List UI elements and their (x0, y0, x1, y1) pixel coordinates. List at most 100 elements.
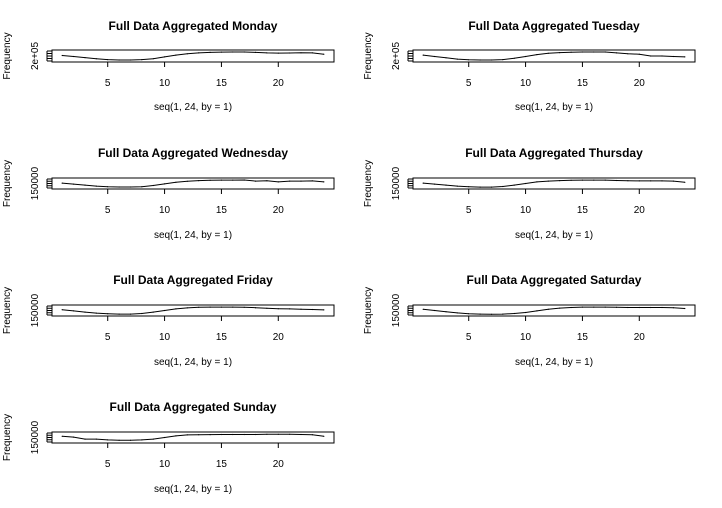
data-point (129, 186, 132, 188)
plot-frame (412, 177, 696, 190)
x-tick-label: 15 (577, 332, 589, 343)
data-point (672, 180, 675, 182)
data-point (323, 435, 325, 437)
x-axis-label: seq(1, 24, by = 1) (515, 102, 593, 113)
x-tick-label: 10 (520, 205, 532, 216)
x-tick-label: 5 (105, 332, 111, 343)
data-point (490, 59, 493, 61)
data-point (513, 184, 515, 186)
data-point (152, 438, 154, 440)
data-point (445, 311, 447, 313)
series-line (423, 179, 685, 188)
data-point (164, 436, 166, 439)
data-point (209, 179, 211, 181)
x-tick-label: 5 (105, 205, 111, 216)
y-tick-label: 150000 (391, 293, 402, 327)
data-point (95, 312, 97, 314)
data-point (502, 59, 504, 61)
data-point (220, 433, 222, 436)
data-point (198, 434, 200, 436)
data-point (141, 312, 143, 315)
data-point (581, 179, 584, 181)
x-axis-label: seq(1, 24, by = 1) (154, 357, 232, 368)
data-point (422, 308, 424, 310)
data-point (107, 313, 109, 315)
data-point (581, 51, 584, 53)
series-line (62, 179, 324, 188)
data-point (300, 180, 302, 182)
data-point (559, 52, 561, 54)
data-point (672, 55, 675, 58)
data-point (141, 59, 143, 61)
x-tick-label: 20 (273, 332, 285, 343)
data-point (198, 306, 200, 308)
data-point (311, 52, 313, 54)
data-point (570, 306, 572, 309)
data-point (164, 309, 166, 312)
data-point (661, 306, 663, 309)
data-point (289, 308, 291, 310)
data-point (445, 57, 447, 59)
data-point (220, 51, 222, 53)
data-point (581, 306, 584, 308)
data-point (61, 182, 63, 184)
data-point (277, 433, 279, 435)
data-point (456, 58, 458, 60)
data-point (266, 433, 268, 435)
data-point (164, 183, 166, 185)
data-point (232, 51, 234, 53)
data-point (615, 179, 618, 182)
data-point (434, 183, 436, 185)
series-line (423, 306, 685, 315)
data-point (73, 436, 75, 438)
data-point (175, 54, 177, 56)
data-point (186, 53, 188, 55)
plot-frame (51, 49, 335, 63)
data-point (468, 313, 470, 315)
data-point (73, 55, 75, 58)
data-point (175, 435, 177, 437)
x-axis-label: seq(1, 24, by = 1) (515, 230, 593, 241)
data-point (95, 438, 97, 440)
data-point (243, 306, 245, 308)
y-tick-label: 150000 (30, 420, 41, 454)
data-point (479, 186, 481, 188)
data-point (684, 56, 686, 58)
data-point (536, 54, 538, 56)
data-point (198, 52, 200, 54)
x-tick-label: 10 (520, 332, 532, 343)
data-point (547, 308, 549, 310)
data-point (300, 52, 302, 54)
data-point (73, 310, 75, 312)
data-point (638, 306, 640, 309)
x-tick-label: 5 (466, 78, 472, 89)
data-point (456, 185, 458, 187)
data-point (468, 59, 470, 61)
data-point (672, 307, 675, 309)
chart-title: Full Data Aggregated Sunday (110, 400, 277, 414)
x-tick-label: 15 (216, 205, 228, 216)
x-tick-label: 20 (634, 205, 646, 216)
y-tick-label: 2e+05 (30, 42, 41, 71)
data-point (277, 308, 279, 310)
data-point (209, 434, 211, 436)
data-point (289, 433, 291, 435)
data-point (300, 308, 302, 310)
data-point (615, 306, 618, 308)
x-tick-label: 20 (273, 78, 285, 89)
y-axis-label: Frequency (2, 414, 13, 461)
data-point (84, 438, 86, 440)
data-point (118, 439, 120, 441)
data-point (232, 433, 234, 436)
data-point (129, 313, 132, 315)
data-point (289, 52, 291, 54)
x-tick-label: 5 (466, 332, 472, 343)
data-point (152, 184, 154, 187)
y-axis-label: Frequency (363, 32, 374, 79)
data-point (627, 53, 629, 55)
y-tick-label: 2e+05 (391, 42, 402, 71)
x-tick-label: 15 (216, 459, 228, 470)
series-line (62, 306, 324, 315)
data-point (434, 55, 436, 58)
data-point (479, 59, 481, 61)
